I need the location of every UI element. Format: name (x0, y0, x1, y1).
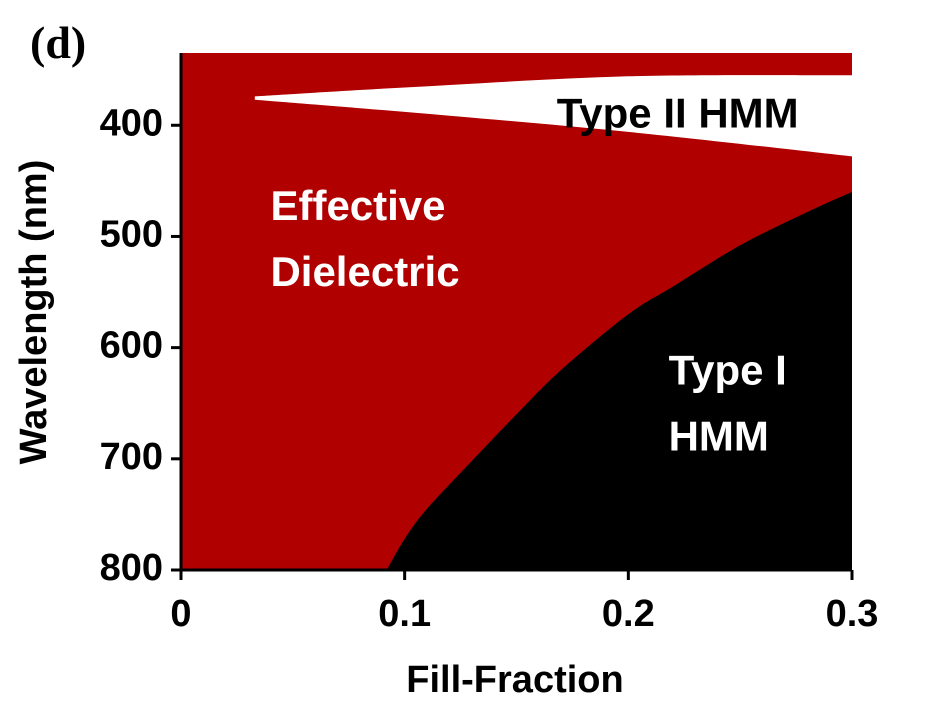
y-tick-label-800: 800 (100, 547, 163, 589)
x-tick-label-0.2: 0.2 (602, 593, 655, 635)
region-label-type-ii-hmm-1: Type II HMM (557, 89, 799, 136)
region-label-type-i-hmm-1: Type I (669, 347, 787, 394)
region-labels-layer: Effective Dielectric Type II HMM Type I HMM (270, 89, 798, 459)
y-axis-title: Wavelength (nm) (13, 160, 55, 465)
regions-layer (181, 53, 853, 570)
region-label-effective-dielectric-2: Dielectric (270, 248, 459, 295)
y-tick-label-500: 500 (100, 213, 163, 255)
x-tick-label-0.3: 0.3 (826, 593, 879, 635)
region-label-type-i-hmm-2: HMM (669, 413, 769, 460)
region-type-i-hmm (386, 192, 852, 570)
region-type-ii-hmm (254, 75, 853, 157)
axes-layer: 0 0.1 0.2 0.3 400 500 600 700 800 (100, 53, 879, 635)
y-tick-label-600: 600 (100, 325, 163, 367)
x-tick-label-0.1: 0.1 (378, 593, 431, 635)
panel-label: (d) (30, 17, 86, 68)
y-tick-label-400: 400 (100, 102, 163, 144)
x-axis-title: Fill-Fraction (406, 659, 623, 701)
region-label-effective-dielectric-1: Effective (270, 182, 445, 229)
x-tick-label-0: 0 (170, 593, 191, 635)
y-tick-label-700: 700 (100, 436, 163, 478)
